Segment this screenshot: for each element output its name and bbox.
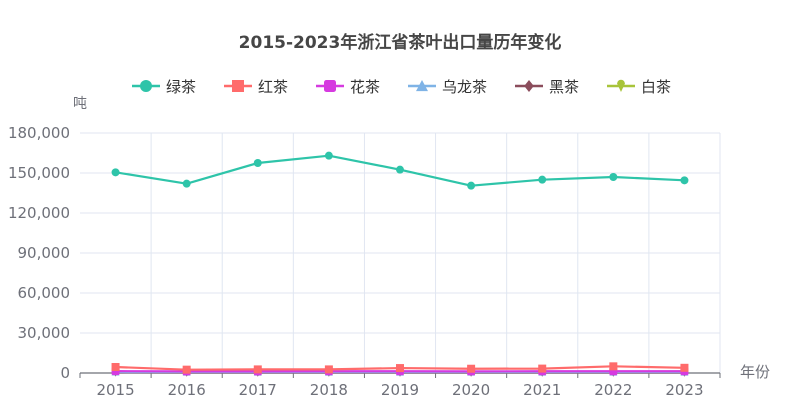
data-point — [467, 365, 475, 373]
series-layer — [112, 152, 689, 377]
data-point — [183, 180, 191, 188]
legend-label: 红茶 — [258, 78, 288, 96]
y-tick-label: 180,000 — [8, 124, 70, 142]
data-point — [325, 365, 333, 373]
series-0 — [112, 152, 689, 190]
y-tick-label: 60,000 — [18, 284, 71, 302]
legend-item-3[interactable]: 乌龙茶 — [408, 78, 487, 96]
y-axis-ticks: 0 30,000 60,000 90,000 120,000 150,000 180,000 — [8, 124, 70, 382]
legend-label: 绿茶 — [166, 78, 196, 96]
y-tick-label: 120,000 — [8, 204, 70, 222]
x-axis-label: 年份 — [740, 363, 770, 381]
legend-item-4[interactable]: 黑茶 — [515, 78, 579, 96]
legend: 绿茶 红茶 花茶 乌龙茶 黑茶 白茶 — [132, 78, 671, 96]
x-tick-label: 2017 — [239, 381, 277, 399]
data-point — [112, 168, 120, 176]
x-tick-label: 2019 — [381, 381, 419, 399]
x-tick-label: 2023 — [665, 381, 703, 399]
x-tick-label: 2020 — [452, 381, 490, 399]
y-axis-label: 吨 — [73, 96, 87, 112]
legend-marker-icon — [232, 80, 244, 92]
y-tick-label: 30,000 — [18, 324, 71, 342]
x-tick-label: 2018 — [310, 381, 348, 399]
data-point — [609, 362, 617, 370]
data-point — [396, 364, 404, 372]
legend-label: 花茶 — [350, 78, 380, 96]
y-tick-label: 150,000 — [8, 164, 70, 182]
legend-label: 乌龙茶 — [442, 78, 487, 96]
legend-marker-icon — [140, 80, 152, 92]
data-point — [538, 365, 546, 373]
x-tick-label: 2021 — [523, 381, 561, 399]
data-point — [254, 365, 262, 373]
legend-marker-icon — [324, 80, 336, 92]
y-tick-label: 0 — [60, 364, 70, 382]
data-point — [254, 159, 262, 167]
data-point — [538, 176, 546, 184]
data-point — [680, 176, 688, 184]
legend-item-5[interactable]: 白茶 — [607, 78, 671, 96]
legend-item-2[interactable]: 花茶 — [316, 78, 380, 96]
data-point — [609, 173, 617, 181]
data-point — [325, 152, 333, 160]
chart-title: 2015-2023年浙江省茶叶出口量历年变化 — [239, 32, 562, 53]
legend-label: 黑茶 — [549, 78, 579, 96]
data-point — [112, 363, 120, 371]
data-point — [467, 182, 475, 190]
legend-item-1[interactable]: 红茶 — [224, 78, 288, 96]
data-point — [183, 366, 191, 374]
legend-label: 白茶 — [641, 78, 671, 96]
x-tick-label: 2016 — [168, 381, 206, 399]
legend-item-0[interactable]: 绿茶 — [132, 78, 196, 96]
legend-marker-icon — [524, 80, 534, 92]
x-tick-label: 2022 — [594, 381, 632, 399]
legend-marker-icon — [617, 80, 625, 92]
x-tick-label: 2015 — [96, 381, 134, 399]
data-point — [680, 364, 688, 372]
y-tick-label: 90,000 — [18, 244, 71, 262]
x-axis: 2015 2016 2017 2018 2019 2020 2021 2022 2023 — [80, 373, 720, 399]
data-point — [396, 166, 404, 174]
